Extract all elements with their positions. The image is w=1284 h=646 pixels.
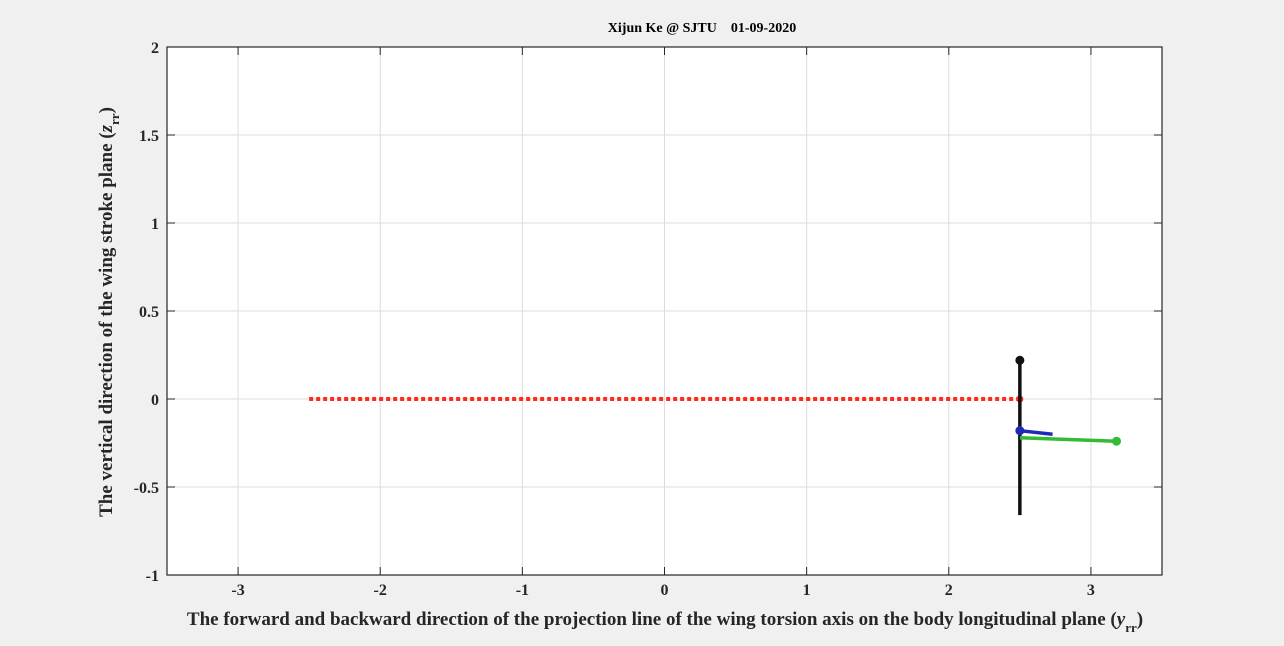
y-axis-label: The vertical direction of the wing strok… [96, 107, 122, 517]
y-tick-label: 0 [151, 392, 159, 409]
x-axis-label-prefix: The forward and backward direction of th… [187, 609, 1117, 630]
y-tick-label: -1 [146, 568, 159, 585]
x-axis-label-suffix: ) [1137, 609, 1143, 630]
x-axis-label: The forward and backward direction of th… [187, 609, 1143, 635]
series-marker-4 [1112, 436, 1122, 446]
y-axis-label-subscript: rr [107, 113, 122, 125]
series-marker-2 [1015, 355, 1025, 365]
y-axis-label-symbol: z [96, 124, 117, 133]
series-marker-3 [1015, 426, 1025, 436]
y-tick-label: 2 [151, 40, 159, 57]
x-tick-label: 2 [945, 582, 953, 599]
series-line-3 [1019, 428, 1053, 436]
x-tick-label: -1 [516, 582, 529, 599]
y-tick-label: 0.5 [139, 304, 159, 321]
x-tick-label: -2 [374, 582, 387, 599]
y-tick-label: 1.5 [139, 128, 159, 145]
y-axis-label-suffix: ) [96, 107, 117, 113]
x-tick-label: 3 [1087, 582, 1095, 599]
data-series [309, 355, 1122, 516]
axis-ticks: -3 -2 -1 0 1 2 3 -1 -0.5 0 0.5 1 1.5 2 [134, 40, 1162, 599]
chart-title: Xijun Ke @ SJTU 01-09-2020 [608, 21, 796, 36]
y-axis-label-prefix: The vertical direction of the wing strok… [96, 132, 117, 517]
series-line-4 [1019, 435, 1117, 443]
x-axis-label-symbol: y [1115, 609, 1126, 630]
x-tick-label: 1 [803, 582, 811, 599]
x-tick-label: -3 [231, 582, 244, 599]
x-tick-label: 0 [661, 582, 669, 599]
x-axis-label-subscript: rr [1125, 620, 1137, 635]
y-tick-label: 1 [151, 216, 159, 233]
y-tick-label: -0.5 [134, 480, 159, 497]
